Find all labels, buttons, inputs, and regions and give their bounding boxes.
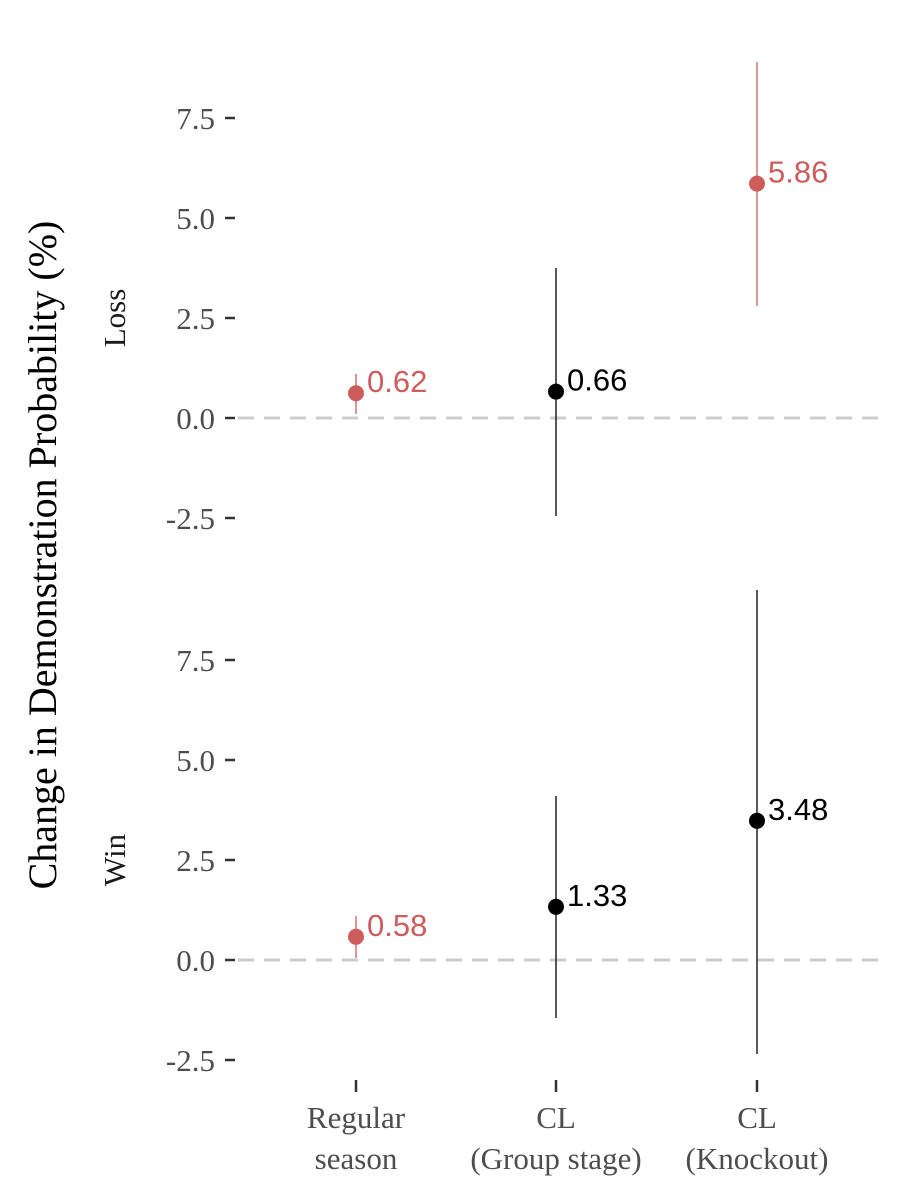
panels: Loss -2.5 0.0 2.5 5.0 7.5 0.62 0.66 5.86 Win -2.5 0…	[97, 62, 878, 1078]
panel-loss: Loss -2.5 0.0 2.5 5.0 7.5 0.62 0.66 5.86	[97, 62, 878, 536]
x-tick-label-line: season	[315, 1141, 398, 1176]
data-point	[548, 383, 564, 400]
data-point	[348, 928, 364, 945]
data-label: 5.86	[768, 155, 828, 190]
y-tick-label: 0.0	[176, 401, 215, 436]
data-label: 0.62	[367, 364, 427, 399]
data-point	[749, 812, 765, 829]
strip-label-win: Win	[97, 833, 132, 886]
y-tick-label: 2.5	[176, 843, 215, 878]
x-tick-label-line: (Knockout)	[686, 1141, 829, 1176]
x-tick-label-line: (Group stage)	[470, 1141, 641, 1176]
x-axis: Regular season CL (Group stage) CL (Knockout)	[307, 1080, 829, 1176]
data-label: 0.66	[567, 363, 627, 398]
x-tick-label: Regular season	[307, 1100, 406, 1176]
x-tick-label: CL (Group stage)	[470, 1100, 641, 1176]
x-tick-label-line: CL	[536, 1100, 576, 1135]
data-point	[548, 898, 564, 915]
y-axis-title: Change in Demonstration Probability (%)	[20, 221, 65, 890]
data-point	[348, 385, 364, 402]
x-tick-label-line: CL	[737, 1100, 777, 1135]
x-tick-label-line: Regular	[307, 1100, 406, 1135]
x-tick-label: CL (Knockout)	[686, 1100, 829, 1176]
y-tick-label: 5.0	[176, 743, 215, 778]
y-tick-label: 7.5	[176, 101, 215, 136]
y-tick-label: 7.5	[176, 643, 215, 678]
y-tick-label: 5.0	[176, 201, 215, 236]
y-tick-label: -2.5	[166, 1043, 215, 1078]
data-point	[749, 175, 765, 192]
y-tick-label: 2.5	[176, 301, 215, 336]
data-label: 3.48	[768, 792, 828, 827]
y-tick-label: 0.0	[176, 943, 215, 978]
y-tick-label: -2.5	[166, 501, 215, 536]
data-label: 1.33	[567, 878, 627, 913]
data-label: 0.58	[367, 908, 427, 943]
panel-win: Win -2.5 0.0 2.5 5.0 7.5 0.58 1.33 3.48	[97, 590, 878, 1078]
strip-label-loss: Loss	[97, 289, 132, 348]
